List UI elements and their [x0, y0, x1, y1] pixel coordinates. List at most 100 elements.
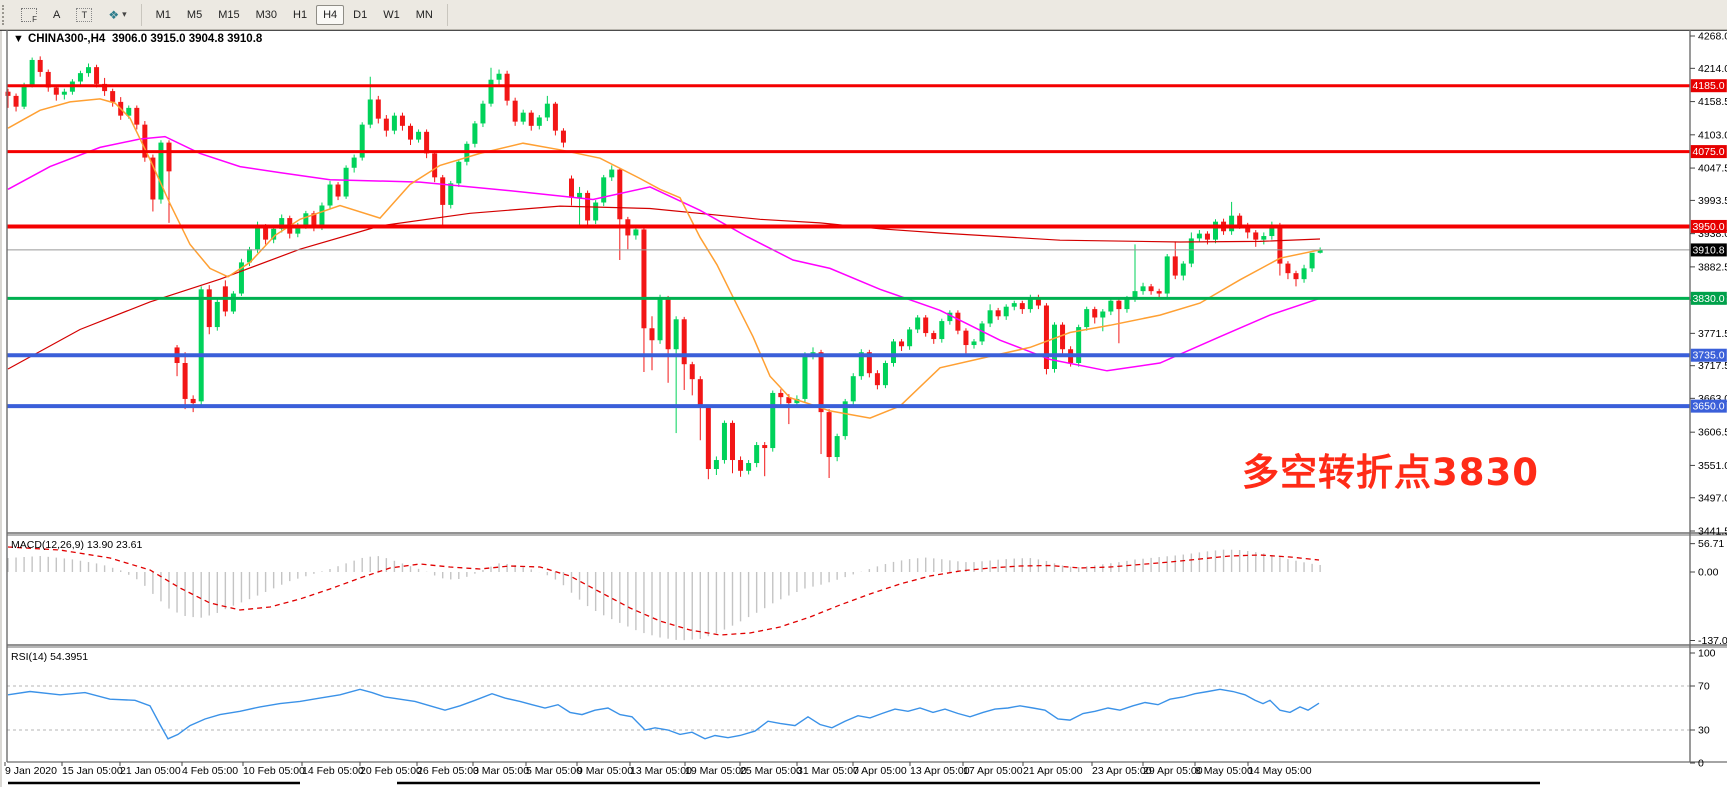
- candle-body: [891, 341, 896, 364]
- candle-body: [126, 107, 132, 116]
- toolbar-separator: [140, 3, 142, 26]
- candle-body: [343, 167, 349, 197]
- candle-body: [512, 100, 518, 122]
- indicators-grid-button[interactable]: F: [14, 5, 44, 25]
- candle-body: [1027, 297, 1033, 310]
- candle-body: [1019, 303, 1025, 310]
- current-price-badge-label: 3910.8: [1692, 244, 1724, 256]
- candle-body: [335, 184, 341, 197]
- timeframe-button-m1[interactable]: M1: [155, 8, 171, 21]
- time-tick-label: 8 May 05:00: [1195, 765, 1253, 777]
- candle-body: [786, 397, 792, 404]
- timeframe-button-w1[interactable]: W1: [383, 8, 400, 21]
- candle-body: [1180, 263, 1186, 276]
- text-label-button[interactable]: A: [46, 5, 67, 25]
- dotted-grid-icon: F: [21, 7, 38, 24]
- candle-body: [1116, 300, 1122, 310]
- candle-body: [391, 115, 397, 131]
- timeframe-button-mn[interactable]: MN: [415, 8, 433, 21]
- drawing-tools-button[interactable]: ❖ ▾: [101, 5, 133, 25]
- candle-body: [440, 177, 446, 205]
- timeframe-bar: M1 M5 M15 M30 H1 H4 D1 W1 MN: [148, 4, 441, 25]
- candle-body: [1043, 305, 1049, 369]
- candle-body: [1237, 215, 1243, 226]
- price-tick-label: 4103.0: [1698, 129, 1727, 141]
- rsi-scale-label: 70: [1698, 681, 1710, 693]
- candle-body: [1003, 306, 1009, 317]
- time-tick-label: 4 Feb 05:00: [182, 765, 238, 777]
- candle-body: [569, 178, 574, 198]
- text-box-button[interactable]: T: [69, 5, 99, 25]
- candle-body: [665, 298, 671, 350]
- macd-scale-label: 0.00: [1698, 567, 1719, 579]
- level-price-badge: [1690, 348, 1727, 362]
- candle-body: [520, 112, 526, 122]
- candle-body: [1108, 300, 1114, 312]
- candle-body: [327, 184, 333, 206]
- candle-body: [303, 213, 309, 226]
- candle-body: [923, 317, 929, 334]
- toolbar-grip[interactable]: [2, 4, 9, 25]
- time-tick-label: 13 Apr 05:00: [910, 765, 970, 777]
- candle-body: [230, 293, 236, 312]
- candle-body: [1188, 238, 1194, 264]
- candle-body: [536, 117, 542, 126]
- candle-body: [770, 392, 776, 449]
- timeframe-button-h1[interactable]: H1: [293, 8, 308, 21]
- time-tick-label: 7 Apr 05:00: [853, 765, 907, 777]
- macd-indicator-label: MACD(12,26,9) 13.90 23.61: [11, 539, 142, 551]
- ma-magenta-line: [7, 135, 1321, 372]
- candle-body: [263, 226, 269, 240]
- time-tick-label: 3 Mar 05:00: [473, 765, 529, 777]
- candle-body: [247, 249, 252, 263]
- macd-signal-line: [7, 546, 1320, 636]
- time-tick-label: 23 Apr 05:00: [1092, 765, 1152, 777]
- candle-body: [738, 460, 744, 471]
- chart-dropdown-icon[interactable]: ▼: [13, 33, 24, 45]
- price-tick-label: 3771.5: [1698, 328, 1727, 340]
- macd-panel: [7, 546, 1321, 641]
- candle-body: [311, 213, 317, 227]
- time-tick-label: 17 Apr 05:00: [963, 765, 1023, 777]
- candle-body: [834, 436, 840, 458]
- candle-body: [1277, 225, 1283, 264]
- level-price-badge-label: 3650.0: [1692, 401, 1724, 413]
- level-price-badge-label: 3950.0: [1692, 221, 1724, 233]
- timeframe-button-d1[interactable]: D1: [353, 8, 368, 21]
- timeframe-button-h4[interactable]: H4: [316, 4, 345, 25]
- candle-body: [1124, 298, 1130, 310]
- candle-body: [488, 79, 494, 104]
- level-price-badge: [1690, 399, 1727, 413]
- candle-body: [939, 321, 945, 340]
- candle-body: [915, 317, 921, 330]
- time-tick-label: 15 Jan 05:00: [62, 765, 123, 777]
- candle-body: [874, 373, 880, 386]
- candle-body: [472, 123, 478, 144]
- timeframe-button-m5[interactable]: M5: [186, 8, 203, 21]
- candle-body: [416, 131, 422, 140]
- macd-scale-label: -137.01: [1698, 635, 1727, 647]
- candle-body: [110, 91, 116, 102]
- price-tick-label: 4158.5: [1698, 96, 1727, 108]
- timeframe-button-m15[interactable]: M15: [218, 8, 240, 21]
- candle-body: [544, 103, 550, 118]
- timeframe-button-m30[interactable]: M30: [255, 8, 278, 21]
- candle-body: [86, 67, 91, 74]
- candle-body: [826, 412, 832, 458]
- candle-body: [778, 392, 784, 398]
- time-tick-label: 9 Mar 05:00: [577, 765, 633, 777]
- candle-body: [1196, 233, 1202, 239]
- candle-body: [689, 364, 695, 380]
- candle-body: [955, 312, 961, 331]
- panel-borders: [0, 29, 1727, 785]
- candle-body: [319, 205, 325, 227]
- candle-body: [1100, 311, 1106, 318]
- candle-body: [448, 183, 454, 205]
- candle-body: [496, 73, 502, 80]
- candle-body: [963, 330, 969, 346]
- candle-body: [37, 59, 43, 72]
- candle-body: [1245, 225, 1251, 233]
